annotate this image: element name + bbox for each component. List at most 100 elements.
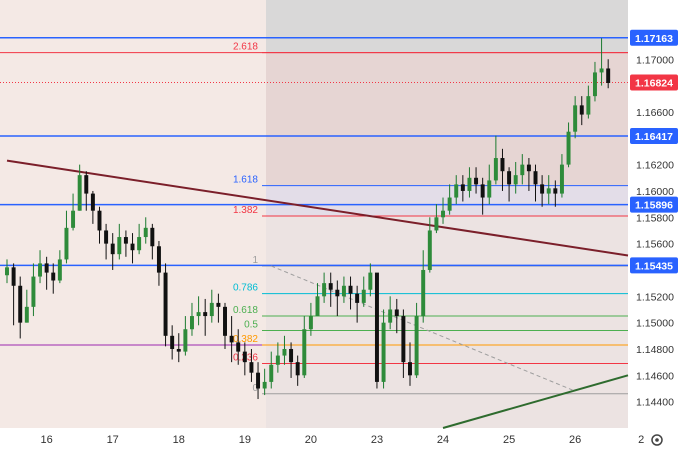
- left-shaded-region: [0, 0, 266, 428]
- candle-body: [374, 272, 379, 382]
- candle-body: [97, 210, 102, 231]
- candle-body: [533, 171, 538, 185]
- candle-body: [526, 164, 531, 172]
- fib-level-label: 0.382: [233, 334, 258, 345]
- candle-body: [104, 230, 109, 244]
- candle-body: [110, 243, 115, 255]
- price-tick-label: 1.16600: [636, 107, 674, 119]
- candle-body: [328, 283, 333, 290]
- candle-body: [38, 263, 43, 277]
- candle-body: [401, 316, 406, 363]
- candle-body: [606, 68, 611, 83]
- time-tick-label: 20: [305, 434, 317, 446]
- price-axis-background: [628, 0, 680, 451]
- candle-body: [322, 283, 327, 297]
- candle-body: [493, 158, 498, 181]
- fib-extension-top-band: [266, 0, 628, 53]
- price-tick-label: 1.17000: [636, 54, 674, 66]
- gear-icon[interactable]: [651, 434, 663, 446]
- candle-body: [249, 362, 254, 373]
- time-tick-label: 17: [107, 434, 119, 446]
- candle-body: [51, 272, 56, 281]
- candle-body: [487, 180, 492, 198]
- candle-body: [408, 362, 412, 376]
- price-tick-label: 1.15800: [636, 212, 674, 224]
- candle-body: [302, 329, 307, 376]
- price-tag-text: 1.15435: [635, 260, 673, 272]
- candle-body: [130, 243, 135, 251]
- price-axis[interactable]: 1.17000 1.16600 1.16200 1.16000 1.15800 1.156…: [636, 54, 674, 408]
- candle-body: [480, 184, 485, 198]
- candle-body: [117, 237, 122, 255]
- trendline-ascending[interactable]: [442, 374, 629, 429]
- candle-body: [315, 296, 320, 317]
- candle-body: [500, 158, 505, 172]
- candle-body: [242, 351, 247, 363]
- candle-body: [137, 237, 142, 251]
- candlesticks: [5, 38, 611, 400]
- price-tag-box: [630, 257, 678, 274]
- gear-icon-center: [655, 438, 659, 442]
- candle-body: [64, 227, 69, 260]
- price-tag-box: [630, 196, 678, 213]
- time-tick-label: 23: [371, 434, 383, 446]
- price-tick-label: 1.14800: [636, 344, 674, 356]
- candle-body: [57, 259, 62, 281]
- candle-body: [24, 306, 29, 323]
- candle-body: [427, 230, 432, 270]
- time-tick-label: 26: [569, 434, 581, 446]
- candle-body: [269, 364, 274, 382]
- candle-body: [592, 72, 597, 97]
- candle-body: [31, 276, 36, 307]
- candle-body: [546, 188, 551, 194]
- candle-body: [341, 285, 346, 297]
- time-tick-label: 19: [239, 434, 251, 446]
- candle-body: [381, 322, 386, 382]
- fib-level-label: 2.618: [233, 42, 258, 53]
- candle-body: [203, 312, 208, 317]
- candle-body: [18, 285, 23, 323]
- candle-body: [559, 164, 564, 194]
- candle-body: [5, 267, 9, 276]
- time-axis[interactable]: 16 17 18 19 20 23 24 25 26 2: [41, 434, 645, 446]
- candle-body: [77, 175, 82, 211]
- candle-body: [434, 217, 439, 231]
- horizontal-levels[interactable]: [0, 37, 628, 267]
- trendlines[interactable]: [6, 159, 629, 429]
- candle-body: [355, 293, 360, 303]
- trendline-dashed-diagonal[interactable]: [271, 265, 576, 392]
- candle-body: [189, 316, 194, 330]
- price-tick-label: 1.14400: [636, 397, 674, 409]
- candle-body: [421, 269, 426, 317]
- price-tag-text: 1.16824: [635, 77, 673, 89]
- candle-body: [150, 227, 155, 247]
- candle-body: [289, 348, 294, 363]
- candle-body: [262, 381, 267, 389]
- time-axis-background: [0, 428, 628, 451]
- candle-body: [275, 355, 280, 365]
- trendline-descending[interactable]: [6, 159, 629, 257]
- candle-body: [156, 246, 161, 273]
- time-tick-label: 24: [437, 434, 449, 446]
- fib-level-label: 0.618: [233, 305, 258, 316]
- candle-body: [84, 175, 89, 194]
- price-tag-text: 1.16417: [635, 131, 673, 143]
- settings-gear[interactable]: [651, 434, 663, 446]
- candle-body: [223, 306, 227, 336]
- price-tag-text: 1.17163: [635, 33, 673, 45]
- time-tick-label: 2: [638, 434, 644, 446]
- candle-body: [11, 267, 16, 286]
- price-tick-label: 1.16000: [636, 186, 674, 198]
- candle-body: [599, 68, 604, 73]
- candle-body: [368, 272, 373, 290]
- candle-body: [183, 329, 188, 352]
- price-tag-box: [630, 29, 678, 46]
- price-tick-label: 1.16200: [636, 160, 674, 172]
- candle-body: [143, 227, 148, 238]
- candle-body: [573, 105, 578, 132]
- candle-body: [176, 348, 181, 352]
- candle-body: [460, 184, 465, 191]
- candle-body: [216, 302, 221, 307]
